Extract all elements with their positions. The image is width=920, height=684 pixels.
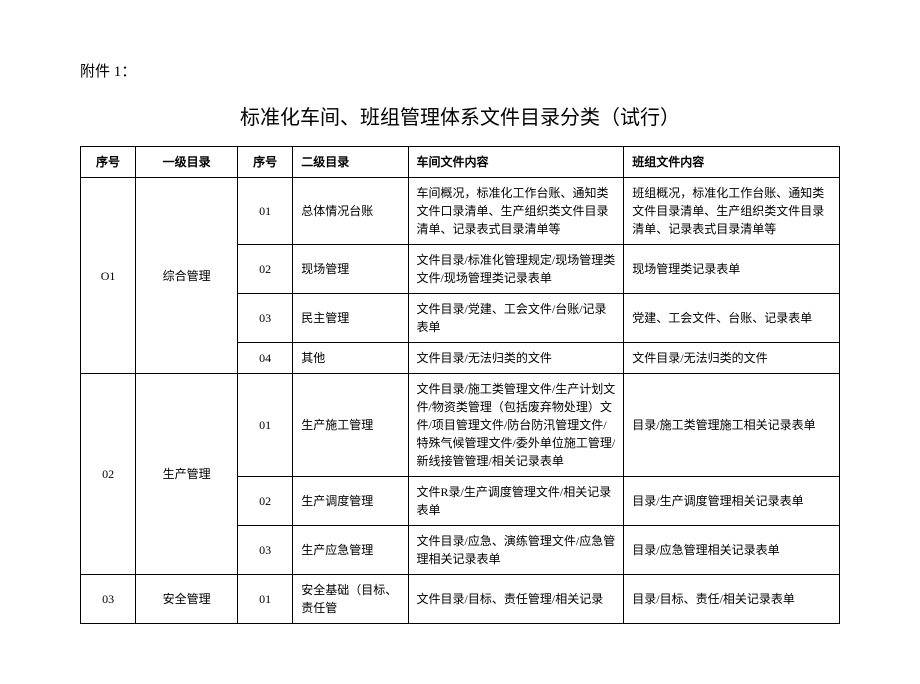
attachment-label: 附件 1：	[80, 60, 840, 81]
cell-content1: 文件目录/目标、责任管理/相关记录	[408, 575, 624, 624]
cell-content1: 文件目录/无法归类的文件	[408, 343, 624, 374]
table-row: O1综合管理01总体情况台账车间概况，标准化工作台账、通知类文件口录清单、生产组…	[81, 178, 840, 245]
table-body: O1综合管理01总体情况台账车间概况，标准化工作台账、通知类文件口录清单、生产组…	[81, 178, 840, 624]
cell-seq2: 01	[238, 374, 293, 477]
cell-content1: 车间概况，标准化工作台账、通知类文件口录清单、生产组织类文件目录清单、记录表式目…	[408, 178, 624, 245]
cell-content2: 目录/应急管理相关记录表单	[624, 526, 840, 575]
cell-cat2: 民主管理	[293, 294, 408, 343]
cell-cat2: 生产调度管理	[293, 477, 408, 526]
col-header-content1: 车间文件内容	[408, 147, 624, 178]
cell-seq2: 04	[238, 343, 293, 374]
col-header-cat1: 一级目录	[136, 147, 238, 178]
cell-seq2: 03	[238, 526, 293, 575]
cell-content1: 文件目录/党建、工会文件/台账/记录表单	[408, 294, 624, 343]
cell-content1: 文件目录/标准化管理规定/现场管理类文件/现场管理类记录表单	[408, 245, 624, 294]
cell-content1: 文件目录/施工类管理文件/生产计划文件/物资类管理（包括废弃物处理）文件/项目管…	[408, 374, 624, 477]
table-row: 02生产管理01生产施工管理文件目录/施工类管理文件/生产计划文件/物资类管理（…	[81, 374, 840, 477]
cell-content2: 文件目录/无法归类的文件	[624, 343, 840, 374]
cell-cat2: 总体情况台账	[293, 178, 408, 245]
cell-seq1: 02	[81, 374, 136, 575]
cell-content1: 文件R录/生产调度管理文件/相关记录表单	[408, 477, 624, 526]
cell-cat2: 生产应急管理	[293, 526, 408, 575]
cell-cat2: 现场管理	[293, 245, 408, 294]
cell-content2: 党建、工会文件、台账、记录表单	[624, 294, 840, 343]
cell-seq2: 02	[238, 245, 293, 294]
table-header-row: 序号 一级目录 序号 二级目录 车间文件内容 班组文件内容	[81, 147, 840, 178]
cell-cat2: 其他	[293, 343, 408, 374]
cell-content2: 目录/施工类管理施工相关记录表单	[624, 374, 840, 477]
cell-content2: 目录/目标、责任/相关记录表单	[624, 575, 840, 624]
cell-cat1: 综合管理	[136, 178, 238, 374]
cell-seq2: 02	[238, 477, 293, 526]
col-header-cat2: 二级目录	[293, 147, 408, 178]
cell-seq1: 03	[81, 575, 136, 624]
cell-cat1: 安全管理	[136, 575, 238, 624]
col-header-seq2: 序号	[238, 147, 293, 178]
cell-content2: 目录/生产调度管理相关记录表单	[624, 477, 840, 526]
cell-seq2: 01	[238, 178, 293, 245]
document-title: 标准化车间、班组管理体系文件目录分类（试行）	[80, 101, 840, 130]
table-row: 03安全管理01安全基础（目标、责任管文件目录/目标、责任管理/相关记录目录/目…	[81, 575, 840, 624]
cell-cat2: 生产施工管理	[293, 374, 408, 477]
cell-content1: 文件目录/应急、演练管理文件/应急管理相关记录表单	[408, 526, 624, 575]
cell-cat2: 安全基础（目标、责任管	[293, 575, 408, 624]
cell-seq1: O1	[81, 178, 136, 374]
cell-content2: 班组概况，标准化工作台账、通知类文件目录清单、生产组织类文件目录清单、记录表式目…	[624, 178, 840, 245]
cell-content2: 现场管理类记录表单	[624, 245, 840, 294]
cell-seq2: 03	[238, 294, 293, 343]
classification-table: 序号 一级目录 序号 二级目录 车间文件内容 班组文件内容 O1综合管理01总体…	[80, 146, 840, 624]
col-header-content2: 班组文件内容	[624, 147, 840, 178]
col-header-seq1: 序号	[81, 147, 136, 178]
cell-seq2: 01	[238, 575, 293, 624]
cell-cat1: 生产管理	[136, 374, 238, 575]
